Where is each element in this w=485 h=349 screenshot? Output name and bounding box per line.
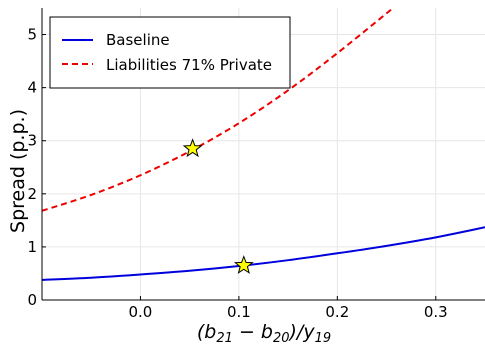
x-tick-label: 0.3 <box>424 303 448 321</box>
x-tick-label: 0.2 <box>325 303 349 321</box>
x-axis-label-subscript: 20 <box>273 331 290 346</box>
legend-label-baseline: Baseline <box>106 31 170 49</box>
tick-labels: 0.0 0.1 0.2 0.3 0 1 2 3 4 5 <box>27 26 447 321</box>
y-tick-label: 2 <box>27 185 37 203</box>
series-layer <box>42 8 485 281</box>
legend: Baseline Liabilities 71% Private <box>49 16 291 89</box>
series-line-0 <box>42 226 485 281</box>
star-marker <box>233 255 254 274</box>
x-axis-label-subscript: 19 <box>315 331 332 346</box>
axes <box>41 8 485 301</box>
x-axis-label-part: − b <box>233 321 273 343</box>
y-tick-label: 1 <box>27 238 37 256</box>
x-axis-label-part: )/y <box>288 321 316 343</box>
y-tick-label: 3 <box>27 132 37 150</box>
x-tick-label: 0.1 <box>227 303 251 321</box>
legend-box <box>49 16 291 89</box>
x-axis-label-part: (b <box>197 321 216 343</box>
y-axis-label: Spread (p.p.) <box>7 109 29 233</box>
x-axis-label: (b21 − b20)/y19 <box>197 321 331 346</box>
legend-label-liabilities: Liabilities 71% Private <box>106 56 272 74</box>
marker-layer <box>182 138 254 274</box>
x-tick-label: 0.0 <box>129 303 153 321</box>
series-line-1 <box>42 8 395 212</box>
x-axis-label-subscript: 21 <box>216 331 233 346</box>
y-tick-label: 0 <box>27 291 37 309</box>
star-marker <box>182 138 203 158</box>
y-tick-label: 4 <box>27 79 37 97</box>
y-tick-label: 5 <box>27 26 37 44</box>
